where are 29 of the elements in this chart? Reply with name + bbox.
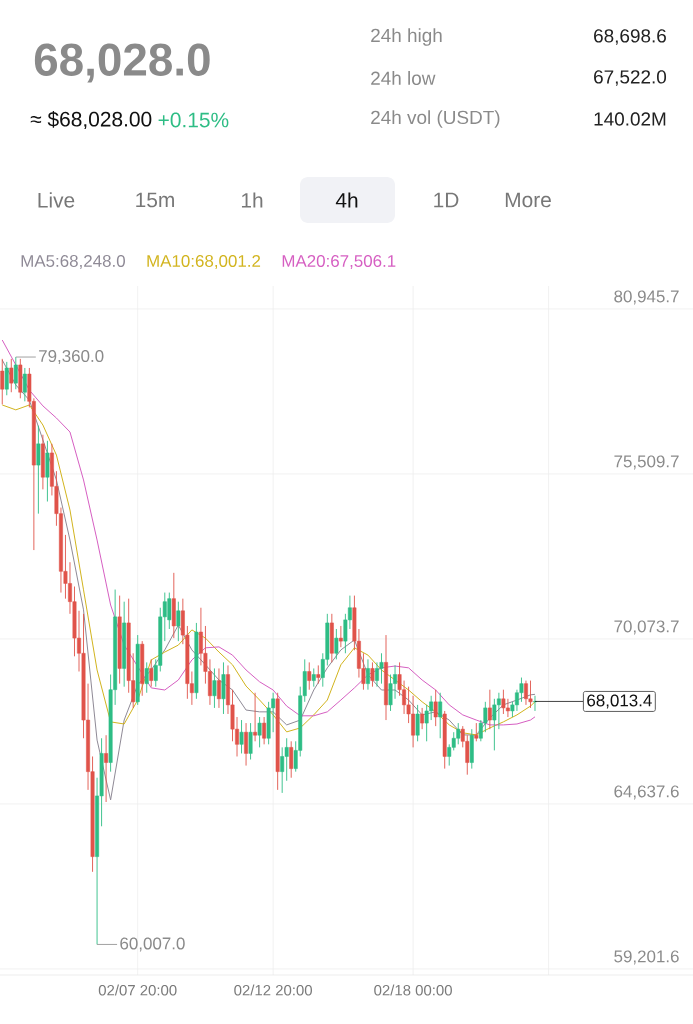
text: 24h low [371, 71, 436, 85]
text: More [505, 192, 551, 208]
y-tick-label: 64,637.6 [614, 785, 679, 800]
y-tick-label: 70,073.7 [614, 620, 679, 635]
text: 4h [335, 192, 358, 208]
y-tick-label: 59,201.6 [614, 950, 679, 965]
annotation: 68,013.4 [587, 694, 652, 709]
annotation: 60,007.0 [120, 937, 185, 952]
x-tick-label: 02/12 20:00 [234, 984, 312, 996]
y-tick-label: 75,509.7 [614, 455, 679, 470]
text: 68,698.6 [594, 29, 666, 45]
text: 15m [136, 192, 174, 208]
text: 1h [241, 192, 263, 208]
x-tick-label: 02/18 00:00 [374, 984, 452, 996]
y-tick-label: 80,945.7 [614, 290, 679, 305]
x-tick-label: 02/07 20:00 [98, 984, 177, 996]
text: MA10:68,001.2 [147, 255, 261, 269]
text: 24h vol (USDT) [371, 110, 500, 128]
annotation: 79,360.0 [39, 350, 104, 365]
text: MA5:68,248.0 [21, 255, 125, 269]
text: ≈ $68,028.00 [30, 110, 152, 130]
text: 68,028.0 [34, 43, 210, 83]
text: Live [38, 192, 75, 208]
text: 140.02M [594, 112, 666, 126]
text: 67,522.0 [594, 70, 667, 86]
text: MA20:67,506.1 [282, 255, 396, 269]
text: 24h high [371, 28, 442, 46]
text: 1D [434, 192, 459, 208]
text: +0.15% [158, 112, 229, 128]
